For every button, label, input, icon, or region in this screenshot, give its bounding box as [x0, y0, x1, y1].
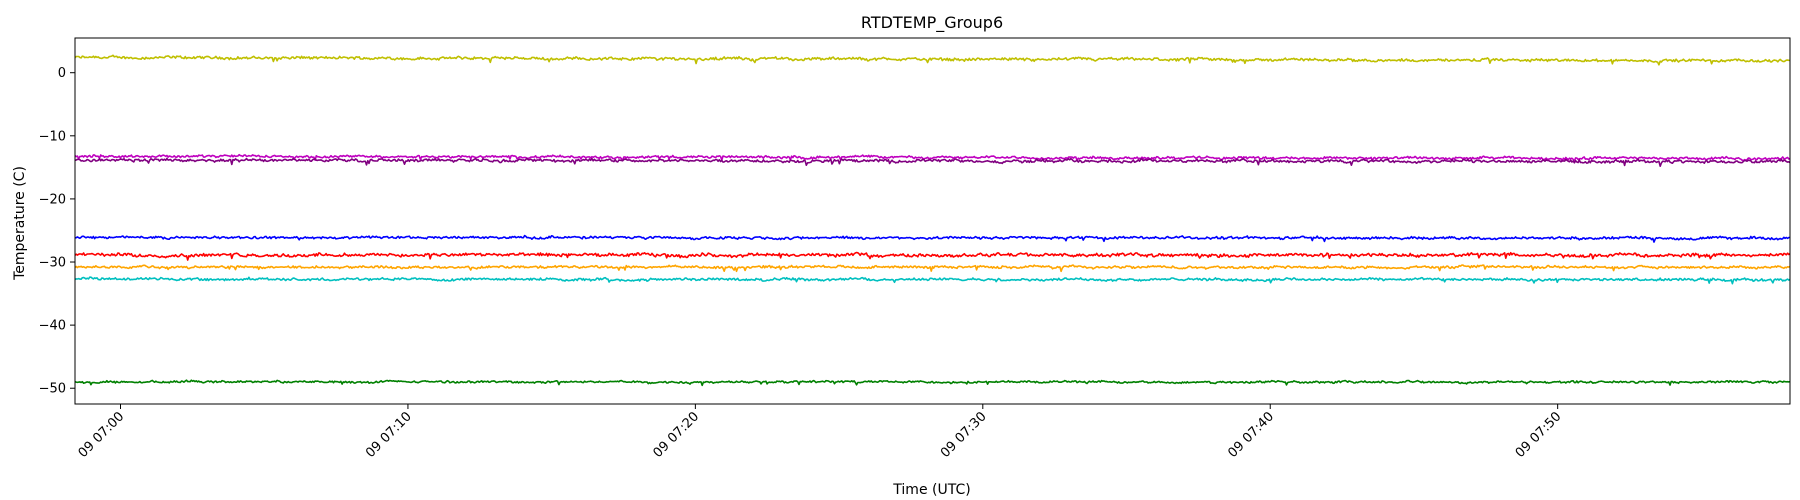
x-tick-label: 09 07:40: [1225, 409, 1277, 461]
series-line: [74, 153, 1791, 162]
y-tick-label: −20: [39, 192, 66, 207]
plot-frame: [74, 37, 1791, 405]
y-tick-label: −10: [39, 129, 66, 144]
x-axis: 09 07:00 09 07:10 09 07:20 09 07:30 09 07:40…: [76, 404, 1565, 461]
y-tick-label: −30: [39, 256, 66, 271]
y-axis-label: Temperature (C): [12, 166, 28, 281]
y-tick-label: −40: [39, 319, 66, 334]
y-tick-label: 0: [58, 66, 66, 81]
x-tick-label: 09 07:50: [1513, 409, 1565, 461]
x-tick-label: 09 07:10: [363, 409, 415, 461]
x-tick-label: 09 07:30: [938, 409, 990, 461]
series-line: [74, 54, 1791, 66]
series-line: [74, 379, 1791, 387]
series-line: [74, 264, 1791, 273]
x-tick-label: 09 07:00: [76, 409, 128, 461]
series-line: [74, 276, 1791, 285]
chart-title: RTDTEMP_Group6: [861, 13, 1003, 33]
y-tick-label: −50: [39, 382, 66, 397]
series-layer: [74, 54, 1791, 387]
y-axis: 0 −10 −20 −30 −40 −50: [39, 66, 75, 397]
series-line: [74, 251, 1791, 261]
series-line: [74, 157, 1791, 167]
x-tick-label: 09 07:20: [650, 409, 702, 461]
x-axis-label: Time (UTC): [892, 482, 970, 498]
series-line: [74, 234, 1791, 243]
